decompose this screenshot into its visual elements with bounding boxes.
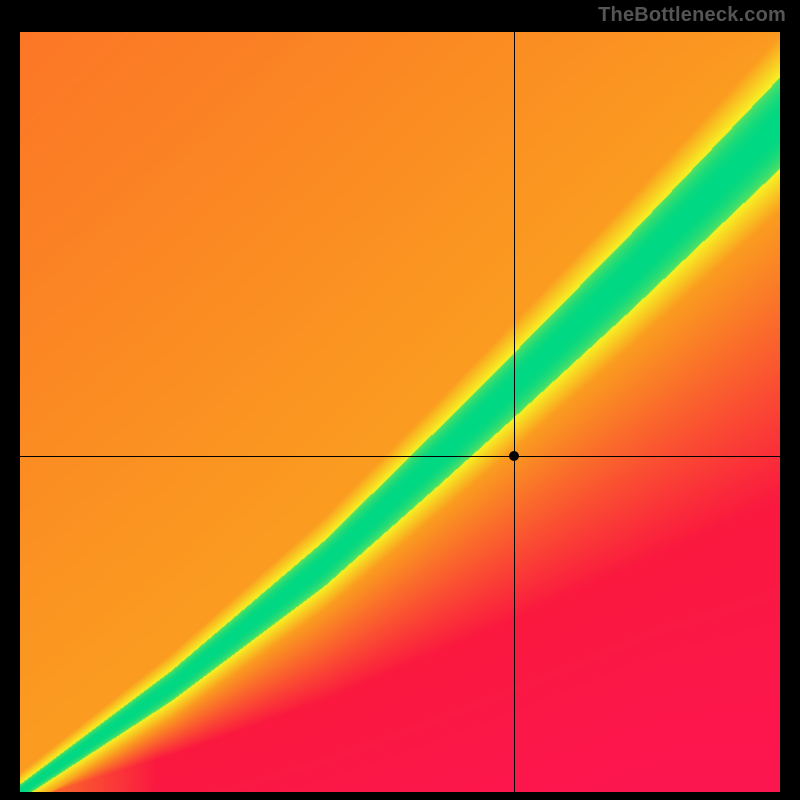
crosshair-vertical xyxy=(514,32,515,792)
page-root: TheBottleneck.com xyxy=(0,0,800,800)
heatmap-canvas xyxy=(20,32,780,792)
crosshair-marker-dot xyxy=(509,451,519,461)
crosshair-horizontal xyxy=(20,456,780,457)
plot-area xyxy=(20,32,780,792)
watermark-text: TheBottleneck.com xyxy=(598,4,786,27)
